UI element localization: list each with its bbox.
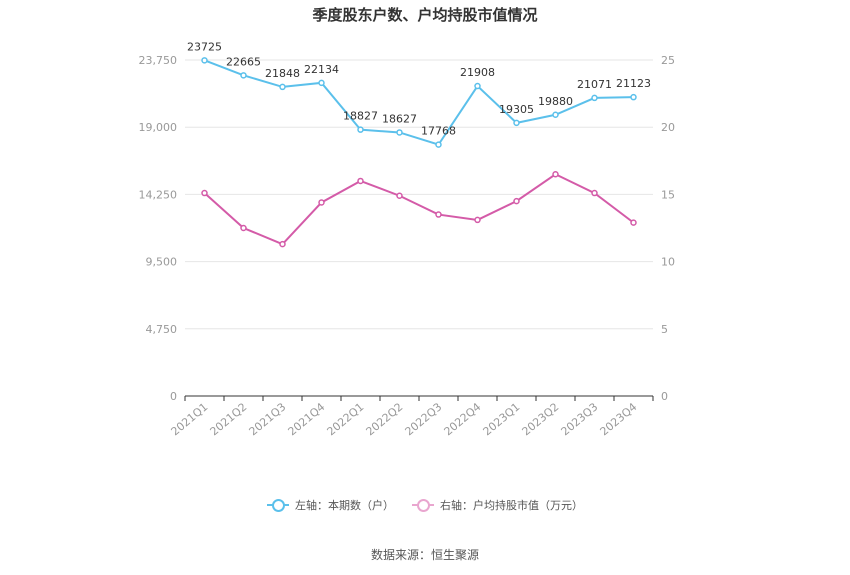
data-point-avg-value	[552, 170, 559, 178]
data-point-avg-value	[474, 216, 481, 224]
data-point-avg-value	[396, 192, 403, 199]
data-point-avg-value	[357, 177, 364, 185]
data-point-households	[318, 79, 325, 87]
x-tick-label: 2021Q1	[169, 400, 211, 438]
series-lines	[201, 57, 637, 248]
y-right-tick-label: 20	[661, 121, 675, 134]
data-point-avg-value	[318, 199, 325, 206]
x-tick-label: 2023Q4	[598, 400, 640, 438]
y-left-tick-label: 19,000	[139, 121, 178, 134]
data-label-households: 18627	[382, 112, 417, 125]
y-right-tick-label: 15	[661, 188, 675, 201]
x-tick-label: 2022Q3	[403, 400, 445, 438]
data-label-households: 17768	[421, 125, 456, 138]
data-labels: 23725 22665 21848 22134 18827 18627 17768 21908…	[187, 40, 651, 137]
y-right-tick-label: 25	[661, 54, 675, 67]
y-left-tick-label: 23,750	[139, 54, 178, 67]
data-source: 数据来源：恒生聚源	[370, 548, 479, 562]
series-line-households	[204, 59, 634, 146]
chart-title: 季度股东户数、户均持股市值情况	[312, 6, 538, 24]
y-left-tick-label: 14,250	[139, 188, 178, 201]
data-point-households	[591, 94, 598, 102]
y-right-tick-label: 0	[661, 390, 668, 403]
data-label-households: 21908	[460, 66, 495, 79]
data-label-households: 19305	[499, 103, 534, 116]
x-tick-label: 2022Q1	[325, 400, 367, 438]
x-tick-label: 2021Q3	[247, 400, 289, 438]
data-point-households	[396, 129, 403, 136]
series-line-avg-value	[203, 173, 635, 246]
y-left-tick-label: 9,500	[146, 256, 178, 269]
y-left-tick-label: 4,750	[146, 323, 178, 336]
data-point-households	[240, 72, 247, 79]
data-point-households	[513, 119, 520, 127]
legend: 左轴：本期数（户） 右轴：户均持股市值（万元）	[0, 497, 850, 513]
legend-label-avg-value: 右轴：户均持股市值（万元）	[440, 499, 583, 512]
y-left-tick-label: 0	[170, 390, 177, 403]
data-label-households: 23725	[187, 40, 222, 53]
x-tick-label: 2021Q4	[286, 400, 328, 438]
data-label-households: 21071	[577, 78, 612, 91]
legend-swatch-households	[267, 499, 289, 512]
data-point-avg-value	[201, 189, 208, 197]
y-right-tick-label: 10	[661, 256, 675, 269]
data-point-households	[630, 93, 637, 101]
legend-label-households: 左轴：本期数（户）	[295, 499, 394, 512]
data-point-households	[201, 57, 208, 64]
data-point-avg-value	[435, 211, 442, 218]
data-label-households: 18827	[343, 110, 378, 123]
data-label-households: 21848	[265, 67, 300, 80]
data-point-households	[357, 126, 364, 133]
data-point-households	[552, 111, 559, 119]
x-tick-label: 2023Q2	[520, 400, 562, 438]
legend-swatch-avg-value	[412, 499, 434, 512]
data-label-households: 22665	[226, 55, 261, 68]
data-point-avg-value	[279, 240, 286, 248]
data-point-households	[474, 82, 481, 90]
x-tick-label: 2023Q3	[559, 400, 601, 438]
data-point-households	[435, 141, 442, 148]
x-tick-label: 2021Q2	[208, 400, 250, 438]
x-tick-label: 2023Q1	[481, 400, 523, 438]
data-label-households: 22134	[304, 63, 339, 76]
grid-lines	[185, 59, 653, 330]
legend-item-households[interactable]: 左轴：本期数（户）	[267, 497, 394, 513]
data-label-households: 21123	[616, 77, 651, 90]
legend-item-avg-value[interactable]: 右轴：户均持股市值（万元）	[412, 497, 583, 513]
data-point-households	[279, 83, 286, 91]
data-point-avg-value	[591, 189, 598, 197]
data-point-avg-value	[513, 197, 520, 205]
data-point-avg-value	[240, 224, 247, 232]
data-point-avg-value	[630, 219, 637, 226]
x-tick-label: 2022Q4	[442, 400, 484, 438]
x-tick-label: 2022Q2	[364, 400, 406, 438]
y-right-tick-label: 5	[661, 323, 668, 336]
data-label-households: 19880	[538, 95, 573, 108]
